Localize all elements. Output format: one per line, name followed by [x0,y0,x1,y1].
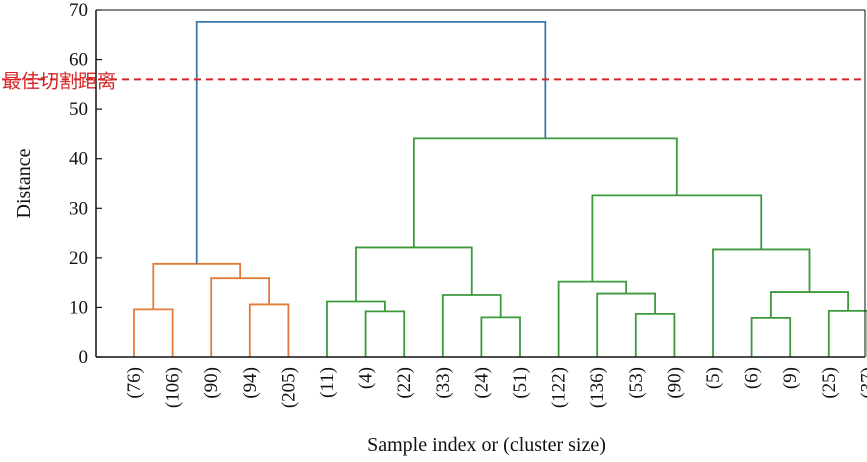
dendrogram-link [596,292,656,357]
leaf-label: (22) [394,367,415,399]
leaf-label: (4) [356,367,377,389]
leaf-label: (25) [819,367,840,399]
leaf-label: (24) [471,367,492,399]
y-tick-label: 50 [69,99,88,120]
leaf-label: (6) [742,367,763,389]
dendrogram-link [326,300,386,357]
y-tick-label: 60 [69,50,88,71]
leaf-label: (51) [510,367,531,399]
axes [95,9,866,358]
dendrogram-link [412,137,678,248]
leaf-label: (90) [664,367,685,399]
leaf-label: (53) [626,367,647,399]
dendrogram-link [364,310,406,357]
dendrogram-link [152,262,242,310]
leaf-label: (94) [240,367,261,399]
leaf-label: (136) [587,367,608,408]
dendrogram-links [133,20,867,357]
dendrogram-link [133,308,174,357]
leaf-label: (90) [201,367,222,399]
dendrogram-link [750,316,792,357]
dendrogram-link [827,309,867,357]
x-axis-title: Sample index or (cluster size) [367,434,606,456]
leaf-label: (122) [549,367,570,408]
y-tick-label: 0 [79,347,89,368]
dendrogram-link [210,277,270,357]
y-tick-label: 70 [69,0,88,21]
y-tick-label: 20 [69,248,88,269]
cut-line-label: 最佳切割距离 [2,70,116,92]
leaf-label: (5) [703,367,724,389]
dendrogram-link [480,316,521,357]
leaf-label: (76) [124,367,145,399]
dendrogram-link [712,248,811,357]
cut-line-group: 最佳切割距离 [2,70,865,92]
y-axis-title: Distance [13,148,35,218]
leaf-label: (11) [317,367,338,398]
leaf-label: (205) [278,367,299,408]
y-tick-label: 10 [69,297,88,318]
dendrogram-link [591,194,763,282]
y-tick-label: 40 [69,149,88,170]
leaf-label: (9) [780,367,801,389]
dendrogram-link [355,246,473,302]
leaf-label: (33) [433,367,454,399]
y-tick-label: 30 [69,198,88,219]
dendrogram-link [195,20,547,264]
dendrogram-link [248,303,290,357]
dendrogram-link [770,291,849,318]
y-ticks: 0 10 20 30 40 50 60 70 [69,0,102,368]
dendrogram-link [441,294,502,357]
leaf-label: (106) [163,367,184,408]
dendrogram-link [634,312,676,357]
leaf-label: (37) [857,367,867,399]
x-leaf-labels: (76) (106) (90) (94) (205) (11) (4) (22) (33) (24… [124,367,867,408]
